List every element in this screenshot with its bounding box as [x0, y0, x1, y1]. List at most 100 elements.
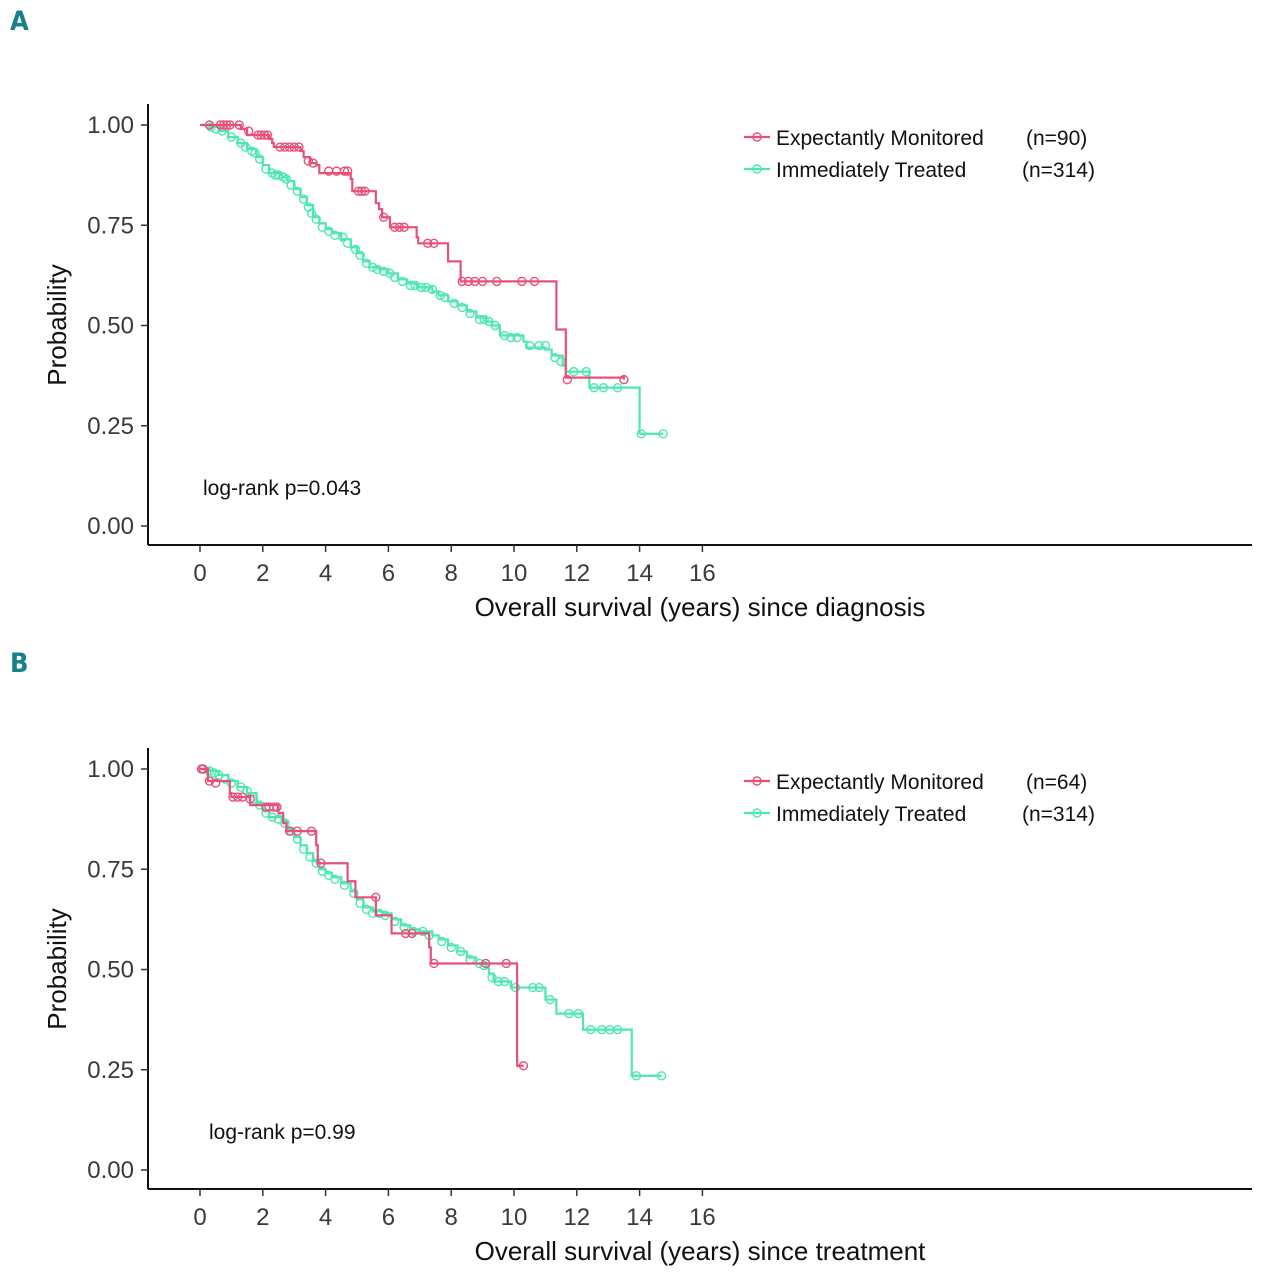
chart-a-censor-mark-treated [350, 244, 361, 255]
chart-a-legend: Expectantly Monitored (n=90) Immediately… [776, 127, 1095, 182]
chart-a-censor-mark-treated [338, 232, 348, 242]
chart-b-censor-mark-treated [305, 852, 315, 862]
chart-b-censor-mark-monitored [501, 958, 511, 969]
chart-b-censor-mark-treated [399, 922, 409, 933]
chart-a-censor-mark-treated [474, 314, 485, 325]
chart-b-censor-mark-treated [528, 982, 538, 993]
chart-b-censor-mark-monitored [272, 802, 282, 812]
chart-a-y-tick-label: 0.25 [87, 413, 134, 440]
chart-a-censor-mark-treated [410, 280, 420, 291]
chart-a-censor-mark-treated [479, 314, 489, 325]
chart-a-censor-mark-monitored [256, 130, 266, 140]
survival-chart-a: 0 2 4 6 8 10 12 14 16 0.00 0.25 0.50 0.75 1.00 Overal… [42, 104, 1252, 622]
chart-b-y-tick-label: 1.00 [87, 756, 134, 783]
chart-a-censor-mark-monitored [308, 158, 318, 168]
chart-a-censor-mark-monitored [477, 276, 488, 287]
chart-b-censor-mark-treated [267, 812, 277, 822]
chart-b-legend-key-marker-treated [752, 808, 762, 818]
chart-a-censor-mark-treated [311, 214, 321, 224]
chart-a-censor-mark-treated [368, 262, 378, 273]
chart-a-y-tick-label: 0.00 [87, 513, 134, 540]
chart-b-censor-mark-treated [298, 844, 309, 854]
chart-a-censor-mark-monitored [215, 120, 226, 130]
chart-b-censor-mark-monitored [518, 1061, 529, 1071]
chart-b-x-tick-label: 4 [319, 1204, 332, 1231]
chart-b-censor-mark-monitored [292, 826, 303, 836]
chart-b-censor-mark-treated [612, 1024, 623, 1035]
chart-a-censor-mark-treated [525, 340, 535, 351]
chart-b-censor-mark-monitored [210, 778, 221, 788]
chart-a-censor-mark-treated [440, 292, 450, 303]
chart-b-censor-mark-treated [479, 960, 489, 971]
chart-a-censor-mark-monitored [378, 212, 389, 222]
chart-a-censor-mark-treated [397, 276, 408, 287]
chart-b-legend-label-monitored: Expectantly Monitored [776, 771, 984, 794]
chart-a-censor-mark-treated [306, 208, 317, 218]
chart-a-censor-mark-treated [254, 154, 265, 164]
chart-a-legend-n-monitored: (n=90) [1026, 127, 1087, 150]
chart-a-censor-mark-treated [389, 272, 400, 283]
chart-b-censor-mark-treated [545, 994, 555, 1005]
chart-b-censor-mark-monitored [198, 764, 208, 774]
chart-b-censor-mark-monitored [228, 792, 238, 802]
chart-a-censor-mark-treated [281, 174, 292, 184]
chart-a-censor-mark-monitored [225, 120, 235, 130]
chart-a-censor-mark-treated [598, 382, 609, 393]
chart-a-censor-mark-monitored [492, 276, 502, 287]
chart-b-censor-mark-monitored [371, 892, 381, 903]
chart-a-censor-mark-treated [589, 382, 599, 393]
chart-a-series-line-monitored [200, 123, 625, 380]
chart-a-censor-mark-monitored [394, 222, 405, 232]
chart-b-censor-mark-treated [355, 898, 365, 909]
chart-b-censor-mark-treated [534, 982, 544, 993]
panel-label-a: A [10, 6, 29, 37]
chart-a-censor-mark-treated [298, 194, 309, 204]
chart-b-censor-mark-monitored [316, 858, 326, 868]
chart-a-censor-mark-monitored [243, 126, 254, 136]
chart-b-censor-mark-treated [437, 936, 447, 947]
chart-a-legend-n-treated: (n=314) [1022, 159, 1095, 182]
chart-b-censor-mark-treated [493, 976, 503, 987]
chart-a-x-tick-label: 2 [256, 560, 269, 587]
chart-a-censor-mark-monitored [422, 238, 433, 248]
chart-a-censor-mark-treated [421, 282, 431, 293]
chart-a-censor-mark-monitored [294, 142, 304, 152]
chart-a-censor-mark-monitored [399, 222, 409, 232]
chart-a-censor-mark-monitored [357, 186, 367, 196]
chart-a-censor-mark-treated [206, 122, 216, 132]
chart-b-censor-mark-treated [455, 946, 466, 957]
chart-a-censor-mark-treated [342, 238, 353, 248]
chart-b-censor-mark-treated [499, 976, 510, 987]
chart-b-censor-mark-treated [573, 1008, 584, 1019]
chart-a-censor-mark-treated [568, 366, 579, 377]
chart-a-censor-mark-monitored [389, 222, 400, 232]
chart-b-series-line-monitored [200, 767, 524, 1067]
chart-b-y-tick-label: 0.25 [87, 1057, 134, 1084]
chart-a-censor-mark-monitored [342, 166, 353, 176]
chart-b-censor-mark-treated [330, 874, 340, 884]
chart-b-censor-mark-treated [564, 1008, 574, 1019]
chart-a-y-tick-label: 0.75 [87, 212, 134, 239]
chart-b-legend-label-treated: Immediately Treated [776, 803, 966, 826]
chart-b-censor-mark-treated [656, 1071, 667, 1081]
chart-a-x-axis-title: Overall survival (years) since diagnosis [475, 592, 926, 622]
chart-a-x-tick-label: 12 [563, 560, 590, 587]
chart-a-censor-mark-monitored [289, 142, 299, 152]
chart-b-x-tick-label: 12 [563, 1204, 590, 1231]
chart-b-legend: Expectantly Monitored (n=64) Immediately… [776, 771, 1095, 826]
chart-a-censor-mark-treated [405, 280, 416, 291]
chart-b-plot: 0 2 4 6 8 10 12 14 16 0.00 0.25 0.50 0.75 1.00 [87, 748, 1252, 1231]
chart-a-censor-mark-monitored [457, 276, 467, 287]
chart-a-censor-mark-monitored [253, 130, 263, 140]
chart-a-censor-mark-treated [581, 366, 591, 377]
chart-b-censor-mark-treated [242, 786, 252, 796]
chart-b-legend-n-monitored: (n=64) [1026, 771, 1087, 794]
chart-a-censor-mark-monitored [303, 156, 314, 166]
chart-b-censor-mark-treated [631, 1071, 642, 1081]
chart-a-censor-mark-monitored [234, 120, 244, 130]
chart-a-censor-mark-monitored [259, 130, 270, 140]
chart-a-censor-mark-monitored [353, 186, 364, 196]
chart-a-censor-mark-treated [490, 320, 500, 331]
chart-b-x-tick-label: 0 [193, 1204, 206, 1231]
chart-b-x-axis-title: Overall survival (years) since treatment [475, 1236, 927, 1266]
